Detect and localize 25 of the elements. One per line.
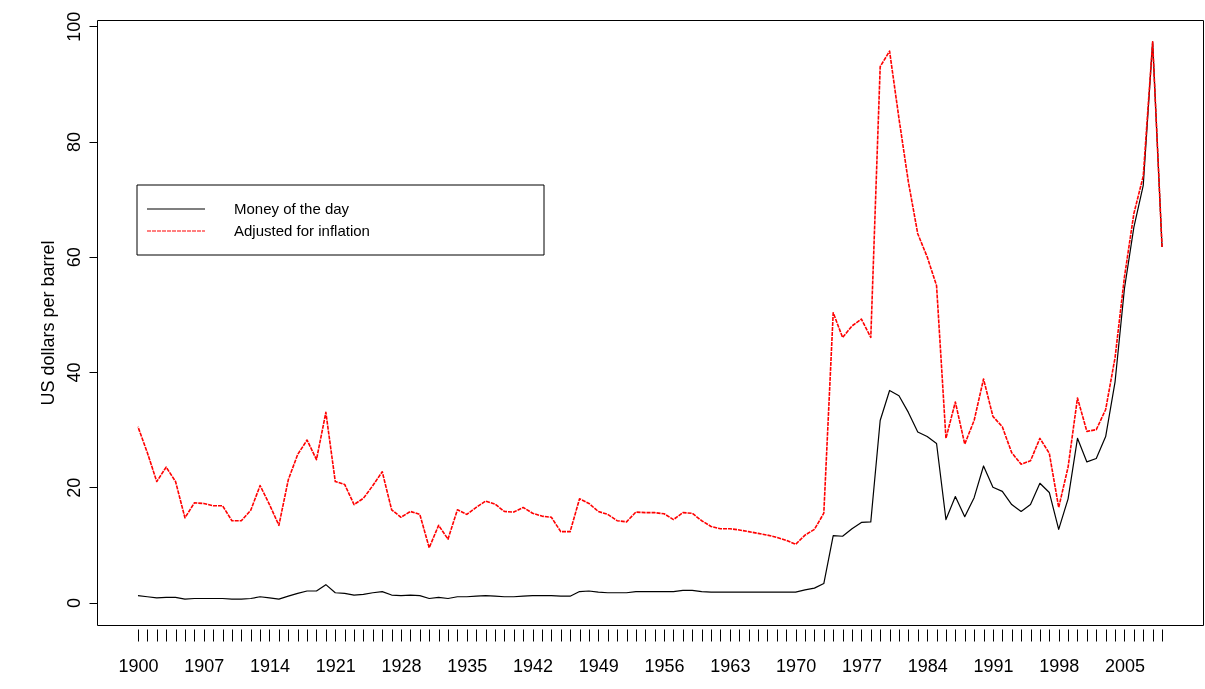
x-tick-label: 1942 <box>513 655 554 676</box>
y-tick-label: 100 <box>63 11 84 42</box>
y-tick-label: 0 <box>63 598 84 609</box>
x-tick-label: 1991 <box>973 655 1014 676</box>
x-tick-label: 1949 <box>578 655 619 676</box>
x-tick-label: 1977 <box>841 655 882 676</box>
x-tick-label: 1935 <box>447 655 488 676</box>
x-tick-label: 1984 <box>907 655 948 676</box>
x-tick-label: 1900 <box>118 655 159 676</box>
y-tick-label: 40 <box>63 362 84 383</box>
legend-label: Money of the day <box>234 200 350 217</box>
x-tick-label: 1914 <box>249 655 291 676</box>
x-tick-label: 1970 <box>776 655 817 676</box>
x-tick-label: 1998 <box>1039 655 1080 676</box>
y-axis-title: US dollars per barrel <box>37 240 58 406</box>
x-tick-label: 1928 <box>381 655 422 676</box>
x-tick-label: 1956 <box>644 655 685 676</box>
x-tick-label: 1907 <box>184 655 225 676</box>
y-tick-label: 80 <box>63 132 84 153</box>
x-tick-label: 2005 <box>1104 655 1145 676</box>
y-tick-label: 60 <box>63 247 84 268</box>
x-tick-label: 1963 <box>710 655 751 676</box>
legend-label: Adjusted for inflation <box>234 222 370 239</box>
x-tick-label: 1921 <box>315 655 356 676</box>
y-tick-label: 20 <box>63 477 84 498</box>
